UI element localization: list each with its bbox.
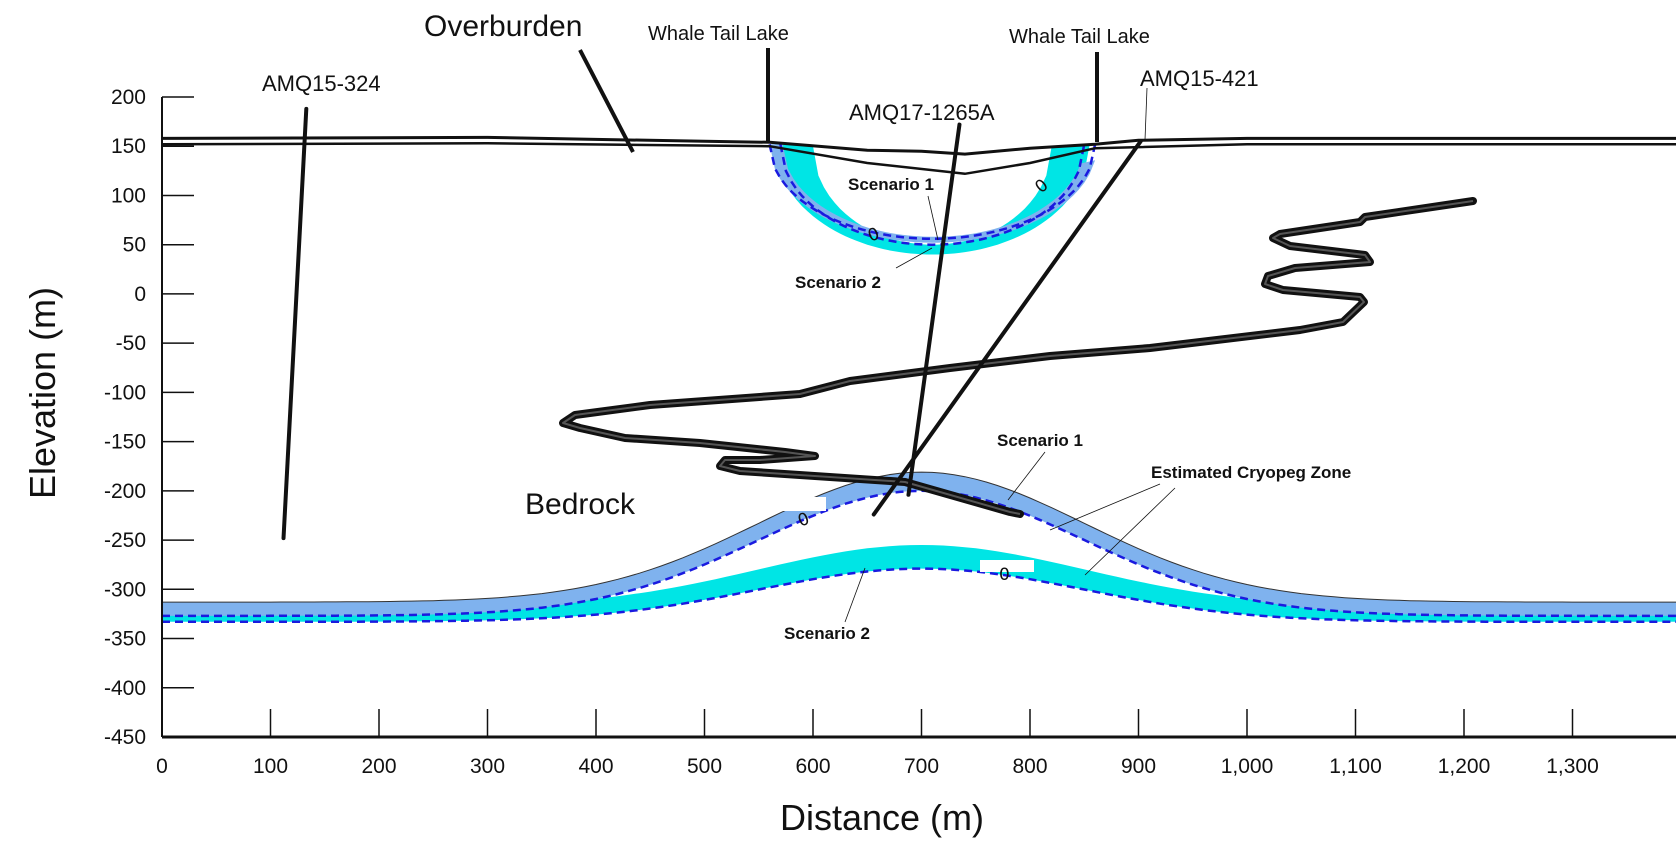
x-tick-label: 700 bbox=[904, 755, 939, 778]
leader-line bbox=[1007, 451, 1046, 501]
lake-label-left: Whale Tail Lake bbox=[648, 23, 789, 45]
leader-line bbox=[578, 49, 635, 153]
leader-line bbox=[927, 195, 939, 241]
x-tick-label: 400 bbox=[578, 755, 613, 778]
borehole-trace bbox=[906, 122, 962, 497]
lake-label-right: Whale Tail Lake bbox=[1009, 26, 1150, 48]
x-tick-label: 1,200 bbox=[1438, 755, 1491, 778]
lake-zero-isotherm-2 bbox=[779, 144, 1086, 246]
ground-surface-line bbox=[161, 135, 1676, 156]
isotherm-label-gap bbox=[774, 497, 826, 511]
leader-line bbox=[895, 247, 933, 269]
y-tick-label: -350 bbox=[104, 628, 146, 651]
y-tick-label: 150 bbox=[111, 135, 146, 158]
scenario-1-band bbox=[162, 472, 1676, 616]
boreholes: AMQ15-324 AMQ17-1265A AMQ15-421 bbox=[262, 66, 1259, 541]
underground-workings bbox=[559, 197, 1477, 518]
borehole-label: AMQ15-421 bbox=[1140, 66, 1259, 91]
x-tick-label: 1,100 bbox=[1329, 755, 1382, 778]
leader-line bbox=[1144, 87, 1148, 141]
x-tick-label: 300 bbox=[470, 755, 505, 778]
permafrost-layers bbox=[162, 144, 1676, 624]
y-tick-label: -50 bbox=[116, 332, 146, 355]
overburden-base-line bbox=[161, 142, 1676, 176]
y-tick-label: -200 bbox=[104, 480, 146, 503]
y-tick-label: 50 bbox=[123, 234, 146, 257]
leader-line bbox=[1084, 487, 1176, 576]
y-tick-label: 100 bbox=[111, 184, 146, 207]
borehole-label: AMQ15-324 bbox=[262, 71, 381, 96]
borehole-trace bbox=[871, 139, 1143, 517]
cryopeg-label: Estimated Cryopeg Zone bbox=[1151, 463, 1351, 482]
x-tick-label: 100 bbox=[253, 755, 288, 778]
x-tick-label: 1,300 bbox=[1546, 755, 1599, 778]
leader-line bbox=[1049, 483, 1161, 531]
x-tick-label: 800 bbox=[1012, 755, 1047, 778]
y-tick-label: -250 bbox=[104, 529, 146, 552]
x-axis-title: Distance (m) bbox=[780, 797, 984, 838]
leader-line bbox=[844, 567, 866, 623]
y-tick-label: -100 bbox=[104, 381, 146, 404]
deep-scenario-1-label: Scenario 1 bbox=[997, 431, 1083, 450]
x-tick-label: 600 bbox=[795, 755, 830, 778]
scenario-2-zero-isotherm bbox=[162, 567, 1676, 624]
zero-isotherm-label: 0 bbox=[999, 565, 1010, 585]
lake-scenario-2-label: Scenario 2 bbox=[795, 273, 881, 292]
y-tick-label: 200 bbox=[111, 86, 146, 109]
deep-scenario-2-label: Scenario 2 bbox=[784, 624, 870, 643]
y-axis-title: Elevation (m) bbox=[22, 287, 63, 499]
y-tick-label: -400 bbox=[104, 677, 146, 700]
borehole-trace bbox=[281, 106, 309, 541]
ground-surface-lines bbox=[161, 48, 1676, 623]
ramp-workings-inner bbox=[562, 200, 1474, 515]
x-tick-label: 500 bbox=[687, 755, 722, 778]
isotherm-label-gap bbox=[980, 560, 1034, 572]
overburden-label: Overburden bbox=[424, 10, 582, 43]
x-tick-label: 200 bbox=[361, 755, 396, 778]
bedrock-label: Bedrock bbox=[525, 488, 636, 521]
y-tick-label: 0 bbox=[134, 283, 146, 306]
y-tick-label: -450 bbox=[104, 726, 146, 749]
axes: 200150100500-50-100-150-200-250-300-350-… bbox=[104, 86, 1676, 778]
x-tick-label: 900 bbox=[1121, 755, 1156, 778]
y-tick-label: -150 bbox=[104, 431, 146, 454]
scenario-1-top-line bbox=[162, 471, 1676, 603]
lake-scenario-1-label: Scenario 1 bbox=[848, 175, 934, 194]
x-tick-label: 0 bbox=[156, 755, 168, 778]
x-tick-label: 1,000 bbox=[1221, 755, 1274, 778]
y-tick-label: -300 bbox=[104, 578, 146, 601]
borehole-label: AMQ17-1265A bbox=[849, 100, 995, 125]
